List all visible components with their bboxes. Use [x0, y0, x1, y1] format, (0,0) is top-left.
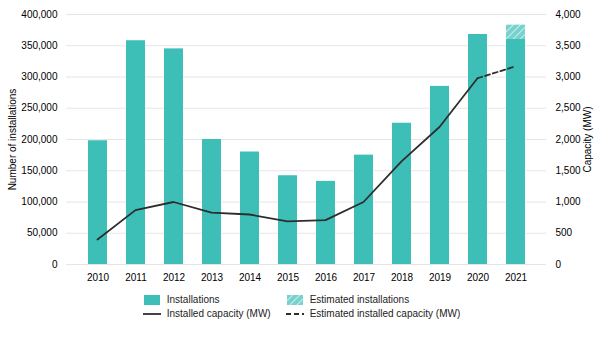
svg-text:1,000: 1,000 [556, 196, 581, 207]
svg-text:150,000: 150,000 [21, 165, 58, 176]
svg-text:350,000: 350,000 [21, 40, 58, 51]
svg-text:2012: 2012 [163, 272, 186, 283]
html-text:Installations: Installations [166, 294, 220, 305]
html-text:Estimated installed capacity (: Estimated installed capacity (MW) [309, 308, 461, 319]
svg-text:0: 0 [52, 259, 58, 270]
svg-text:2019: 2019 [429, 272, 452, 283]
svg-text:1,500: 1,500 [556, 165, 581, 176]
svg-text:3,000: 3,000 [556, 71, 581, 82]
svg-text:Number of installations: Number of installations [7, 89, 18, 191]
svg-text:2020: 2020 [467, 272, 490, 283]
svg-text:2011: 2011 [125, 272, 147, 283]
svg-text:400,000: 400,000 [21, 9, 58, 20]
html-text:Estimated installations: Estimated installations [309, 294, 410, 305]
svg-text:200,000: 200,000 [21, 134, 58, 145]
svg-text:500: 500 [556, 227, 573, 238]
svg-text:2013: 2013 [201, 272, 224, 283]
svg-text:Capacity (MW): Capacity (MW) [582, 106, 593, 172]
svg-text:300,000: 300,000 [21, 71, 58, 82]
svg-text:2016: 2016 [315, 272, 338, 283]
svg-text:2018: 2018 [391, 272, 414, 283]
svg-text:2021: 2021 [505, 272, 528, 283]
svg-text:100,000: 100,000 [21, 196, 58, 207]
svg-text:250,000: 250,000 [21, 102, 58, 113]
svg-text:2,000: 2,000 [556, 134, 581, 145]
svg-text:3,500: 3,500 [556, 40, 581, 51]
svg-text:2010: 2010 [87, 272, 110, 283]
svg-text:2017: 2017 [353, 272, 376, 283]
svg-text:4,000: 4,000 [556, 9, 581, 20]
svg-text:2014: 2014 [239, 272, 262, 283]
svg-text:2,500: 2,500 [556, 102, 581, 113]
html-text:Installed capacity (MW): Installed capacity (MW) [166, 308, 271, 319]
svg-text:0: 0 [556, 259, 562, 270]
svg-text:2015: 2015 [277, 272, 300, 283]
svg-text:50,000: 50,000 [27, 227, 58, 238]
